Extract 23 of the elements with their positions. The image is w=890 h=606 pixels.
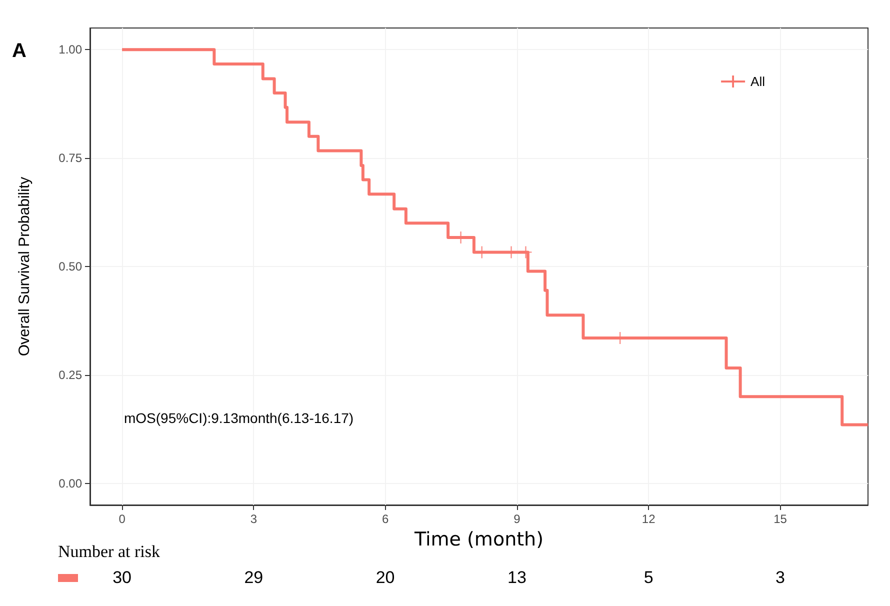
y-tick-label: 0.00 — [58, 476, 82, 490]
y-tick-label: 0.50 — [58, 260, 82, 274]
y-tick-label: 1.00 — [58, 42, 82, 57]
text: 13 — [507, 568, 526, 588]
text: Number at risk — [58, 542, 160, 562]
text: 20 — [376, 568, 395, 588]
x-tick-label: 3 — [250, 512, 258, 526]
x-tick-label: 9 — [514, 512, 521, 526]
x-axis-title: Time (month) — [413, 528, 544, 550]
x-tick-label: 6 — [382, 512, 389, 526]
y-tick-label: 0.75 — [58, 151, 82, 166]
text: 30 — [112, 568, 132, 588]
x-tick-label: 12 — [642, 512, 656, 526]
text: 3 — [776, 568, 785, 588]
y-axis-title: Overall Survival Probability — [16, 176, 33, 356]
text: A — [12, 40, 26, 63]
y-tick-label: 0.25 — [58, 368, 82, 382]
text: 5 — [644, 568, 654, 588]
text: 29 — [244, 568, 264, 588]
legend-label: All — [750, 74, 766, 89]
x-tick-label: 15 — [774, 512, 788, 526]
annotation: mOS(95%CI):9.13month(6.13-16.17) — [124, 410, 354, 426]
x-tick-label: 0 — [118, 512, 126, 526]
